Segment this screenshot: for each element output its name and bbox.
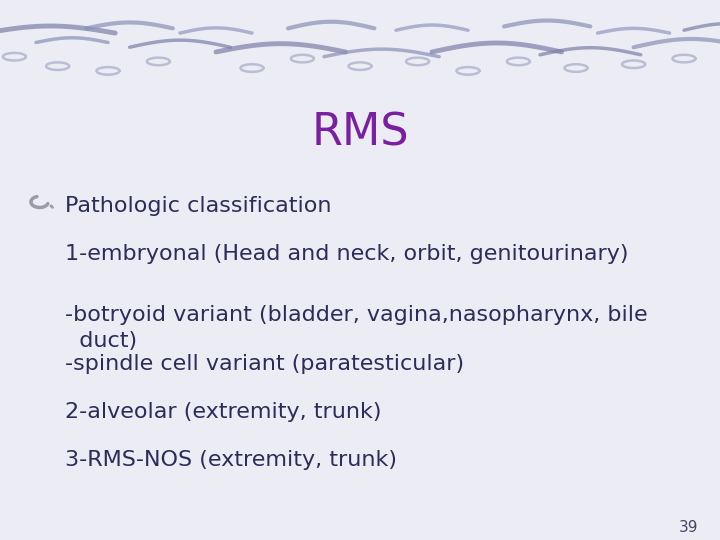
Text: Pathologic classification: Pathologic classification — [65, 195, 331, 215]
Text: 1-embryonal (Head and neck, orbit, genitourinary): 1-embryonal (Head and neck, orbit, genit… — [65, 244, 629, 264]
Text: -botryoid variant (bladder, vagina,nasopharynx, bile
  duct): -botryoid variant (bladder, vagina,nasop… — [65, 305, 647, 350]
Text: -spindle cell variant (paratesticular): -spindle cell variant (paratesticular) — [65, 354, 464, 374]
Text: 2-alveolar (extremity, trunk): 2-alveolar (extremity, trunk) — [65, 402, 382, 422]
Text: 3-RMS-NOS (extremity, trunk): 3-RMS-NOS (extremity, trunk) — [65, 450, 397, 470]
Text: RMS: RMS — [311, 111, 409, 154]
Text: 39: 39 — [679, 519, 698, 535]
